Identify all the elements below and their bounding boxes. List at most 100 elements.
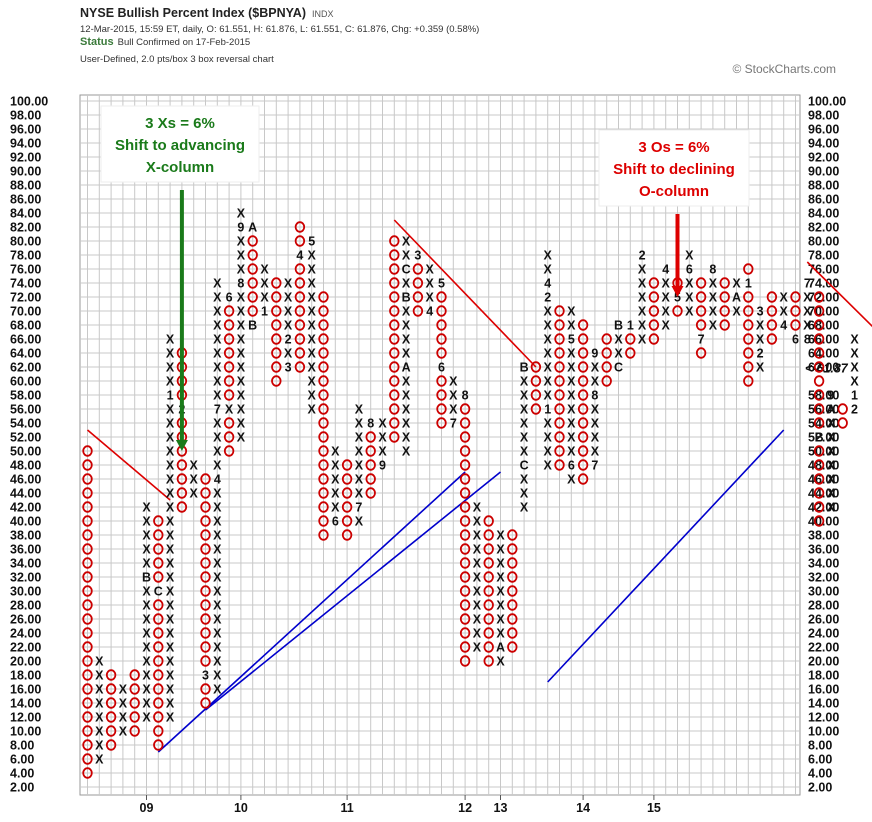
pnf-o-box — [719, 319, 730, 331]
pnf-x-box: X — [213, 347, 222, 361]
pnf-o-box — [554, 417, 565, 429]
pnf-x-box: X — [166, 487, 175, 501]
pnf-x-box: X — [213, 487, 222, 501]
pnf-o-box — [507, 529, 518, 541]
pnf-x-box: X — [237, 417, 246, 431]
pnf-o-box — [554, 319, 565, 331]
pnf-o-box — [577, 473, 589, 485]
pnf-x-box: X — [402, 235, 411, 249]
pnf-month-label: X — [225, 403, 234, 417]
y-tick-label-left: 18.00 — [10, 669, 41, 683]
y-tick-label-left: 66.00 — [10, 333, 41, 347]
pnf-x-box: X — [544, 263, 553, 277]
pnf-x-box: X — [378, 431, 387, 445]
pnf-month-label: 2 — [544, 291, 551, 305]
pnf-x-box: X — [473, 571, 482, 585]
y-tick-label-left: 32.00 — [10, 571, 41, 585]
pnf-o-box — [318, 515, 329, 527]
y-tick-label-left: 82.00 — [10, 221, 41, 235]
pnf-o-box — [507, 571, 518, 583]
pnf-x-box: X — [166, 697, 175, 711]
pnf-x-box: X — [95, 683, 104, 697]
pnf-o-box — [223, 431, 235, 443]
y-tick-label-left: 84.00 — [10, 207, 41, 221]
y-tick-label-left: 52.00 — [10, 431, 41, 445]
annotations: 3 Xs = 6% Shift to advancing X-column 3 Os … — [100, 105, 750, 451]
pnf-o-box — [507, 613, 518, 625]
pnf-x-box: X — [638, 263, 647, 277]
y-tick-label-left: 86.00 — [10, 193, 41, 207]
pnf-x-box: X — [544, 347, 553, 361]
y-tick-label-right: 6.00 — [808, 753, 832, 767]
pnf-x-box: X — [662, 277, 671, 291]
pnf-month-label: C — [520, 459, 529, 473]
pnf-o-box — [105, 739, 117, 751]
annotation-green-text: X-column — [146, 159, 214, 176]
y-tick-label-right: 28.00 — [808, 599, 839, 613]
pnf-o-box — [153, 515, 164, 527]
pnf-o-box — [743, 305, 754, 317]
pnf-o-box — [153, 613, 164, 625]
pnf-x-box: X — [544, 459, 553, 473]
pnf-x-box: X — [166, 557, 175, 571]
y-tick-label-left: 42.00 — [10, 501, 41, 515]
pnf-x-box: X — [142, 585, 151, 599]
pnf-o-box — [365, 473, 376, 485]
pnf-x-box: X — [119, 711, 128, 725]
pnf-x-box: X — [591, 375, 600, 389]
pnf-o-box — [483, 585, 494, 597]
pnf-o-box — [554, 431, 565, 443]
pnf-x-box: X — [756, 319, 765, 333]
chart-type-line: User-Defined, 2.0 pts/box 3 box reversal… — [80, 54, 274, 65]
pnf-x-box: X — [260, 291, 269, 305]
pnf-x-box: X — [355, 445, 364, 459]
y-tick-label-left: 74.00 — [10, 277, 41, 291]
pnf-o-box — [389, 263, 400, 275]
pnf-o-box — [530, 403, 542, 415]
pnf-x-box: X — [756, 333, 765, 347]
pnf-o-box — [389, 361, 400, 373]
pnf-o-box — [129, 669, 140, 681]
pnf-x-box: X — [331, 473, 340, 487]
pnf-o-box — [459, 459, 471, 471]
pnf-x-box: X — [213, 417, 222, 431]
annotation-green-box — [100, 105, 260, 183]
pnf-o-box — [200, 515, 211, 527]
pnf-x-box: X — [591, 361, 600, 375]
pnf-o-box — [318, 361, 329, 373]
pnf-o-box — [813, 417, 825, 429]
y-tick-label-right: 12.00 — [808, 711, 839, 725]
pnf-o-box — [200, 585, 211, 597]
y-tick-label-right: 16.00 — [808, 683, 839, 697]
pnf-o-box — [507, 585, 518, 597]
pnf-o-box — [271, 375, 282, 387]
pnf-o-box — [507, 543, 518, 555]
pnf-x-box: X — [142, 683, 151, 697]
pnf-o-box — [82, 725, 93, 737]
y-tick-label-left: 48.00 — [10, 459, 41, 473]
pnf-o-box — [153, 599, 164, 611]
y-tick-label-left: 94.00 — [10, 137, 41, 151]
pnf-o-box — [82, 739, 93, 751]
pnf-x-box: X — [591, 431, 600, 445]
pnf-x-box: X — [142, 529, 151, 543]
pnf-o-box — [341, 473, 353, 485]
pnf-x-box: X — [237, 305, 246, 319]
pnf-month-label: 5 — [308, 235, 315, 249]
pnf-x-box: X — [213, 459, 222, 473]
plot-area — [79, 94, 801, 796]
pnf-o-box — [695, 319, 707, 331]
pnf-x-box: X — [308, 403, 317, 417]
pnf-month-label: 3 — [757, 305, 764, 319]
pnf-x-box: X — [213, 515, 222, 529]
pnf-x-box: X — [142, 557, 151, 571]
pnf-x-box: X — [685, 305, 694, 319]
y-tick-label-left: 44.00 — [10, 487, 41, 501]
y-tick-label-left: 46.00 — [10, 473, 41, 487]
y-tick-label-left: 80.00 — [10, 235, 41, 249]
pnf-month-label: 4 — [296, 249, 303, 263]
pnf-o-box — [318, 487, 329, 499]
y-tick-label-right: 92.00 — [808, 151, 839, 165]
pnf-o-box — [341, 515, 353, 527]
pnf-x-box: X — [827, 417, 836, 431]
